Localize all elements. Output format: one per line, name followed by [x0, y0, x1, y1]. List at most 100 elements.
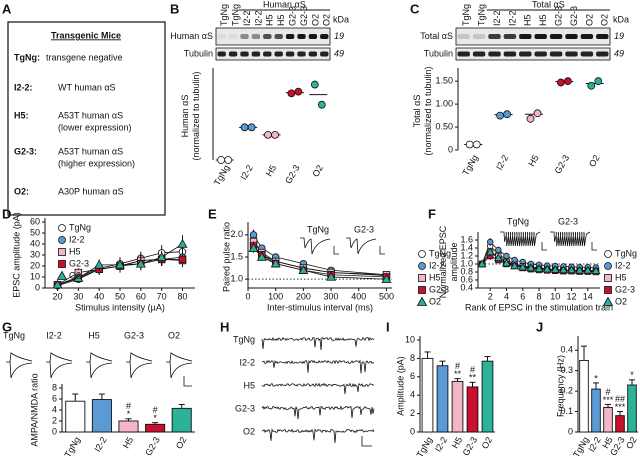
marker — [418, 262, 426, 270]
marker — [217, 156, 226, 164]
x-tick-label: 400 — [351, 291, 366, 301]
y-tick-label: 0 — [35, 282, 40, 292]
term-desc: (higher expression) — [58, 158, 135, 168]
x-tick-label: 50 — [115, 291, 125, 301]
significance-mark: # — [605, 387, 610, 397]
legend-label: TgNg — [69, 222, 91, 232]
marker — [240, 123, 249, 132]
y-tick-label: 20 — [30, 260, 40, 270]
lane-label: I2-2 — [492, 10, 502, 26]
significance-mark: ## — [615, 394, 625, 404]
marker — [416, 296, 428, 306]
x-tick-label: 0 — [245, 291, 250, 301]
x-tick-label: 500 — [379, 291, 394, 301]
blot-band — [457, 51, 470, 57]
significance-mark: * — [594, 373, 598, 383]
x-tick-label: 10 — [550, 291, 560, 301]
blot-band — [285, 34, 295, 39]
panel-label: J — [536, 319, 543, 334]
x-tick-label: O2 — [480, 435, 495, 450]
marker — [135, 258, 146, 268]
scale-bar — [379, 246, 385, 255]
blot-band — [580, 51, 594, 57]
marker — [591, 266, 601, 274]
significance-mark: # — [126, 401, 131, 411]
marker — [465, 140, 474, 149]
scale-bar — [541, 242, 547, 251]
marker — [526, 263, 536, 272]
marker — [604, 250, 612, 258]
significance-mark: *** — [615, 402, 626, 412]
blot-band — [534, 51, 547, 57]
term: I2-2: — [14, 82, 33, 92]
panel-label: F — [428, 206, 436, 221]
legend-label: I2-2 — [429, 260, 445, 270]
y-tick-label: 0.8 — [460, 266, 473, 276]
inset-trace — [500, 231, 541, 247]
bar — [591, 388, 601, 433]
x-tick-label: 100 — [268, 291, 283, 301]
blot-band — [274, 51, 283, 57]
term: O2: — [14, 186, 29, 196]
lane-label: O2 — [600, 14, 610, 26]
marker — [557, 78, 565, 87]
y-tick-label: 1.00 — [435, 98, 453, 108]
blot-band — [228, 34, 238, 39]
marker — [115, 259, 125, 269]
marker — [542, 264, 552, 273]
ampa-nmda-trace — [166, 352, 193, 379]
bar — [421, 357, 434, 433]
lane-label: G2-3 — [553, 6, 563, 26]
blot-band — [308, 34, 318, 39]
x-tick-label: 2 — [488, 291, 493, 301]
bar — [118, 420, 139, 433]
panel-label: B — [170, 1, 179, 16]
legend-label: G2-3 — [69, 258, 89, 268]
x-tick-label: H5 — [121, 435, 135, 450]
blot-band — [472, 51, 486, 57]
y-tick-label: 40 — [30, 238, 40, 248]
blot-band — [565, 51, 578, 57]
marker — [326, 271, 337, 281]
lane-label: O2 — [322, 14, 332, 26]
x-tick-label: 30 — [73, 291, 83, 301]
lane-label: I2-2 — [253, 10, 263, 26]
blot-frame — [455, 47, 611, 61]
panel-label: A — [2, 1, 12, 16]
blot-band — [274, 34, 283, 39]
x-tick-label: G2-3 — [461, 435, 480, 457]
spontaneous-trace — [261, 405, 375, 420]
legend-label: H5 — [429, 272, 441, 282]
x-tick-label: G2-3 — [143, 435, 162, 457]
lane-label: G2-3 — [299, 6, 309, 26]
kda-mark: 19 — [334, 31, 344, 41]
y-tick-label: 10 — [30, 271, 40, 281]
term-desc: A53T human αS — [58, 110, 123, 120]
inset-trace — [346, 237, 377, 255]
significance-mark: * — [630, 370, 634, 380]
term-desc: WT human αS — [58, 82, 116, 92]
y-tick-label: 6 — [410, 371, 415, 381]
kda-mark: 49 — [614, 48, 624, 58]
term: TgNg: — [14, 52, 40, 62]
y-axis-label: Human αS — [180, 95, 190, 138]
marker — [564, 77, 572, 86]
inset-trace — [550, 231, 591, 247]
bar — [603, 407, 613, 433]
legend-label: TgNg — [429, 248, 451, 258]
x-tick-label: 14 — [583, 291, 593, 301]
significance-mark: # — [470, 365, 475, 375]
marker — [310, 80, 319, 89]
significance-mark: # — [455, 361, 460, 371]
trace-label: O2 — [243, 426, 255, 436]
marker — [56, 270, 68, 280]
marker — [381, 274, 392, 283]
inset-trace — [300, 237, 331, 255]
blot-band — [320, 34, 329, 39]
marker — [271, 130, 279, 139]
x-tick-label: I2-2 — [92, 435, 108, 453]
marker — [294, 87, 303, 96]
marker — [518, 262, 528, 271]
marker — [558, 265, 568, 274]
x-tick-label: H5 — [600, 435, 614, 450]
